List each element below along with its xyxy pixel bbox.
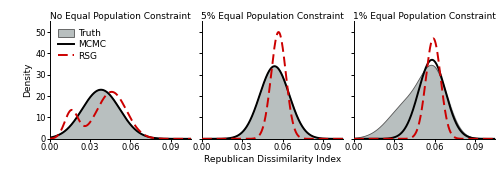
Y-axis label: Density: Density: [24, 63, 32, 97]
Title: 5% Equal Population Constraint: 5% Equal Population Constraint: [201, 12, 344, 21]
Title: No Equal Population Constraint: No Equal Population Constraint: [50, 12, 191, 21]
Legend: Truth, MCMC, RSG: Truth, MCMC, RSG: [58, 28, 107, 62]
X-axis label: Republican Dissimilarity Index: Republican Dissimilarity Index: [204, 155, 341, 164]
Title: 1% Equal Population Constraint: 1% Equal Population Constraint: [353, 12, 496, 21]
